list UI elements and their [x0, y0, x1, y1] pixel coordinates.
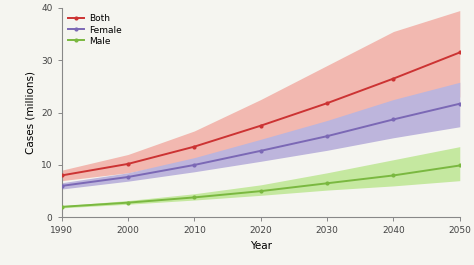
Line: Female: Female [60, 102, 462, 188]
Male [324, 182, 330, 185]
Male [258, 189, 264, 193]
Female [125, 175, 131, 179]
Female [457, 102, 463, 105]
Male [191, 196, 197, 199]
Female [59, 184, 64, 188]
Male [457, 164, 463, 167]
Legend: Both, Female, Male: Both, Female, Male [66, 12, 123, 48]
Both [457, 51, 463, 54]
Line: Both: Both [60, 50, 462, 178]
Female [191, 163, 197, 167]
Both [125, 162, 131, 166]
Line: Male: Male [60, 164, 462, 209]
Male [59, 205, 64, 209]
Both [391, 77, 396, 80]
Male [125, 201, 131, 204]
X-axis label: Year: Year [250, 241, 272, 251]
Male [391, 174, 396, 177]
Both [59, 174, 64, 177]
Female [258, 149, 264, 152]
Both [191, 145, 197, 148]
Female [324, 135, 330, 138]
Female [391, 118, 396, 121]
Y-axis label: Cases (millions): Cases (millions) [26, 71, 36, 154]
Both [324, 101, 330, 105]
Both [258, 124, 264, 127]
